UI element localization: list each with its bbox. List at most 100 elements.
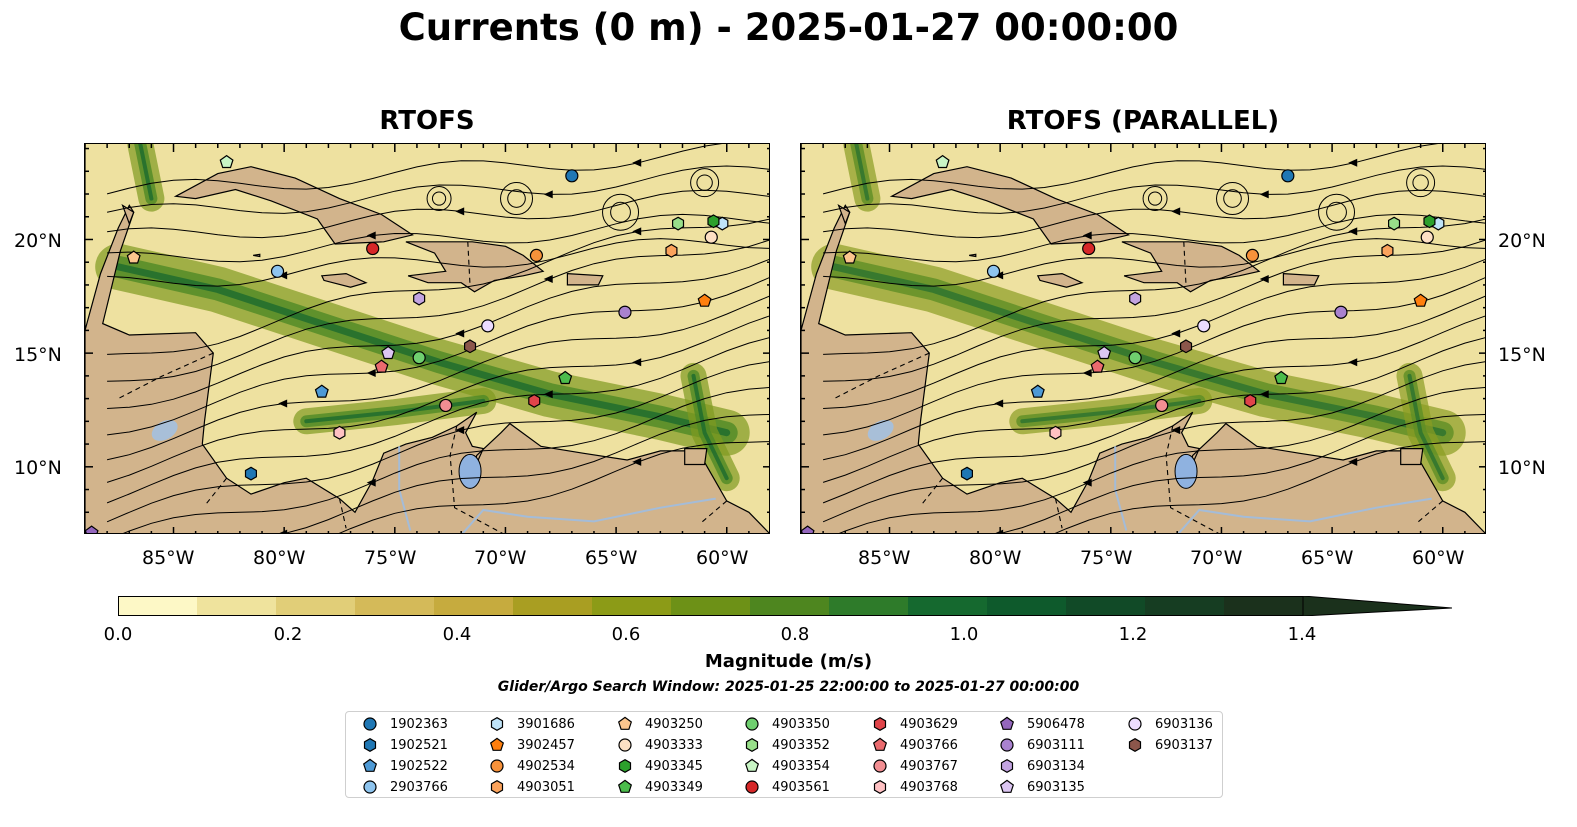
float-marker-2903766[interactable] [986,264,1001,278]
float-marker-6903135[interactable] [1097,345,1112,360]
float-marker-6903136[interactable] [481,319,495,333]
map-canvas[interactable] [801,144,1486,534]
legend-marker-4903768[interactable] [873,780,887,794]
legend-marker-1902522[interactable] [362,758,378,772]
float-marker-4903629[interactable] [528,393,541,408]
legend-marker-4903333[interactable] [618,738,632,752]
legend-item-6903135: 6903135 [999,777,1085,797]
legend-item-1902521: 1902521 [362,735,448,755]
float-marker-4903767[interactable] [1155,398,1169,413]
legend-marker-5906478[interactable] [999,716,1015,730]
legend-marker-6903137[interactable] [1128,738,1142,752]
legend-label: 4903561 [772,779,830,795]
float-marker-6903137[interactable] [464,339,477,354]
legend-item-6903137: 6903137 [1127,735,1213,755]
legend-marker-3902457[interactable] [489,737,505,751]
map-canvas[interactable] [85,144,770,534]
float-marker-4903354[interactable] [935,154,950,169]
legend-label: 4903333 [645,737,703,753]
float-marker-4903561[interactable] [1082,241,1096,256]
colorbar-segment [276,596,356,616]
float-marker-4903354[interactable] [219,154,234,169]
float-marker-1902363[interactable] [565,169,579,183]
legend-marker-4903349[interactable] [617,779,633,793]
float-marker-6903135[interactable] [381,345,396,360]
legend-marker-4903350[interactable] [745,717,759,731]
legend-marker-4903766[interactable] [872,737,888,751]
float-marker-4903051[interactable] [1381,243,1394,258]
legend-marker-4903354[interactable] [744,758,760,772]
float-marker-4903250[interactable] [126,250,141,264]
legend-marker-4903051[interactable] [490,780,504,794]
lon-label-60w-right: 60°W [1412,547,1465,569]
float-marker-6903134[interactable] [1129,291,1142,306]
legend-marker-4903352[interactable] [745,738,759,752]
float-marker-5906478[interactable] [85,525,99,534]
float-marker-6903111[interactable] [618,305,632,319]
float-marker-4903767[interactable] [439,398,453,413]
country-border [1165,425,1219,533]
map-panel-rtofs[interactable] [84,143,770,534]
float-marker-4903333[interactable] [1420,230,1434,244]
float-marker-4903349[interactable] [1274,370,1289,385]
float-marker-6903111[interactable] [1334,305,1348,319]
legend-label: 6903111 [1027,737,1085,753]
legend-marker-pentagon-icon [744,758,760,772]
float-marker-4903766[interactable] [374,359,389,373]
float-marker-6903137[interactable] [1180,339,1193,354]
float-marker-5906478[interactable] [801,525,815,534]
legend-item-4903333: 4903333 [617,735,703,755]
float-marker-3902457[interactable] [697,293,712,307]
float-marker-4903352[interactable] [1387,216,1401,231]
lon-label-80w-right: 80°W [969,547,1022,569]
float-marker-1902363[interactable] [1281,169,1295,183]
legend-marker-4903561[interactable] [745,780,759,794]
legend-marker-2903766[interactable] [363,780,377,794]
map-panel-rtofs-parallel[interactable] [800,143,1486,534]
panel-title-rtofs-parallel: RTOFS (PARALLEL) [1006,106,1280,136]
float-marker-1902522[interactable] [1030,384,1045,398]
float-marker-4903051[interactable] [665,243,678,258]
float-marker-1902521[interactable] [960,466,973,481]
legend-marker-hexagon-icon [490,717,504,731]
float-marker-4902534[interactable] [529,248,544,262]
float-marker-4903629[interactable] [1244,393,1257,408]
float-marker-4903561[interactable] [366,241,380,256]
legend-marker-4903345[interactable] [618,759,632,773]
legend-item-4903250: 4903250 [617,714,703,734]
float-marker-3902457[interactable] [1413,293,1428,307]
float-marker-4903350[interactable] [1128,351,1142,365]
float-marker-4903333[interactable] [704,230,718,244]
legend-item-4903354: 4903354 [744,756,830,776]
legend-marker-1902363[interactable] [363,717,377,731]
legend-marker-4902534[interactable] [490,759,504,773]
legend-marker-6903136[interactable] [1128,717,1142,731]
float-marker-4903250[interactable] [842,250,857,264]
float-marker-4903768[interactable] [333,425,346,440]
legend-marker-4903767[interactable] [873,759,887,773]
legend-marker-4903629[interactable] [873,717,887,731]
float-marker-4903350[interactable] [412,351,426,365]
float-marker-1902521[interactable] [244,466,257,481]
float-marker-1902522[interactable] [314,384,329,398]
float-marker-4903349[interactable] [558,370,573,385]
legend-marker-4903250[interactable] [617,716,633,730]
float-marker-4903345[interactable] [1423,214,1436,229]
legend-marker-circle-icon [745,717,759,731]
legend-marker-1902521[interactable] [363,738,377,752]
float-marker-6903136[interactable] [1197,319,1211,333]
float-marker-4903345[interactable] [707,214,720,229]
legend-marker-3901686[interactable] [490,717,504,731]
float-marker-4903768[interactable] [1049,425,1062,440]
legend-marker-6903134[interactable] [1000,759,1014,773]
legend-item-4903350: 4903350 [744,714,830,734]
float-marker-4903352[interactable] [671,216,685,231]
legend-marker-6903111[interactable] [1000,738,1014,752]
float-marker-4902534[interactable] [1245,248,1260,262]
figure-title: Currents (0 m) - 2025-01-27 00:00:00 [398,6,1179,49]
float-marker-6903134[interactable] [413,291,426,306]
float-marker-4903766[interactable] [1090,359,1105,373]
legend-marker-6903135[interactable] [999,779,1015,793]
float-marker-2903766[interactable] [270,264,285,278]
land-jamaica [1036,272,1084,288]
